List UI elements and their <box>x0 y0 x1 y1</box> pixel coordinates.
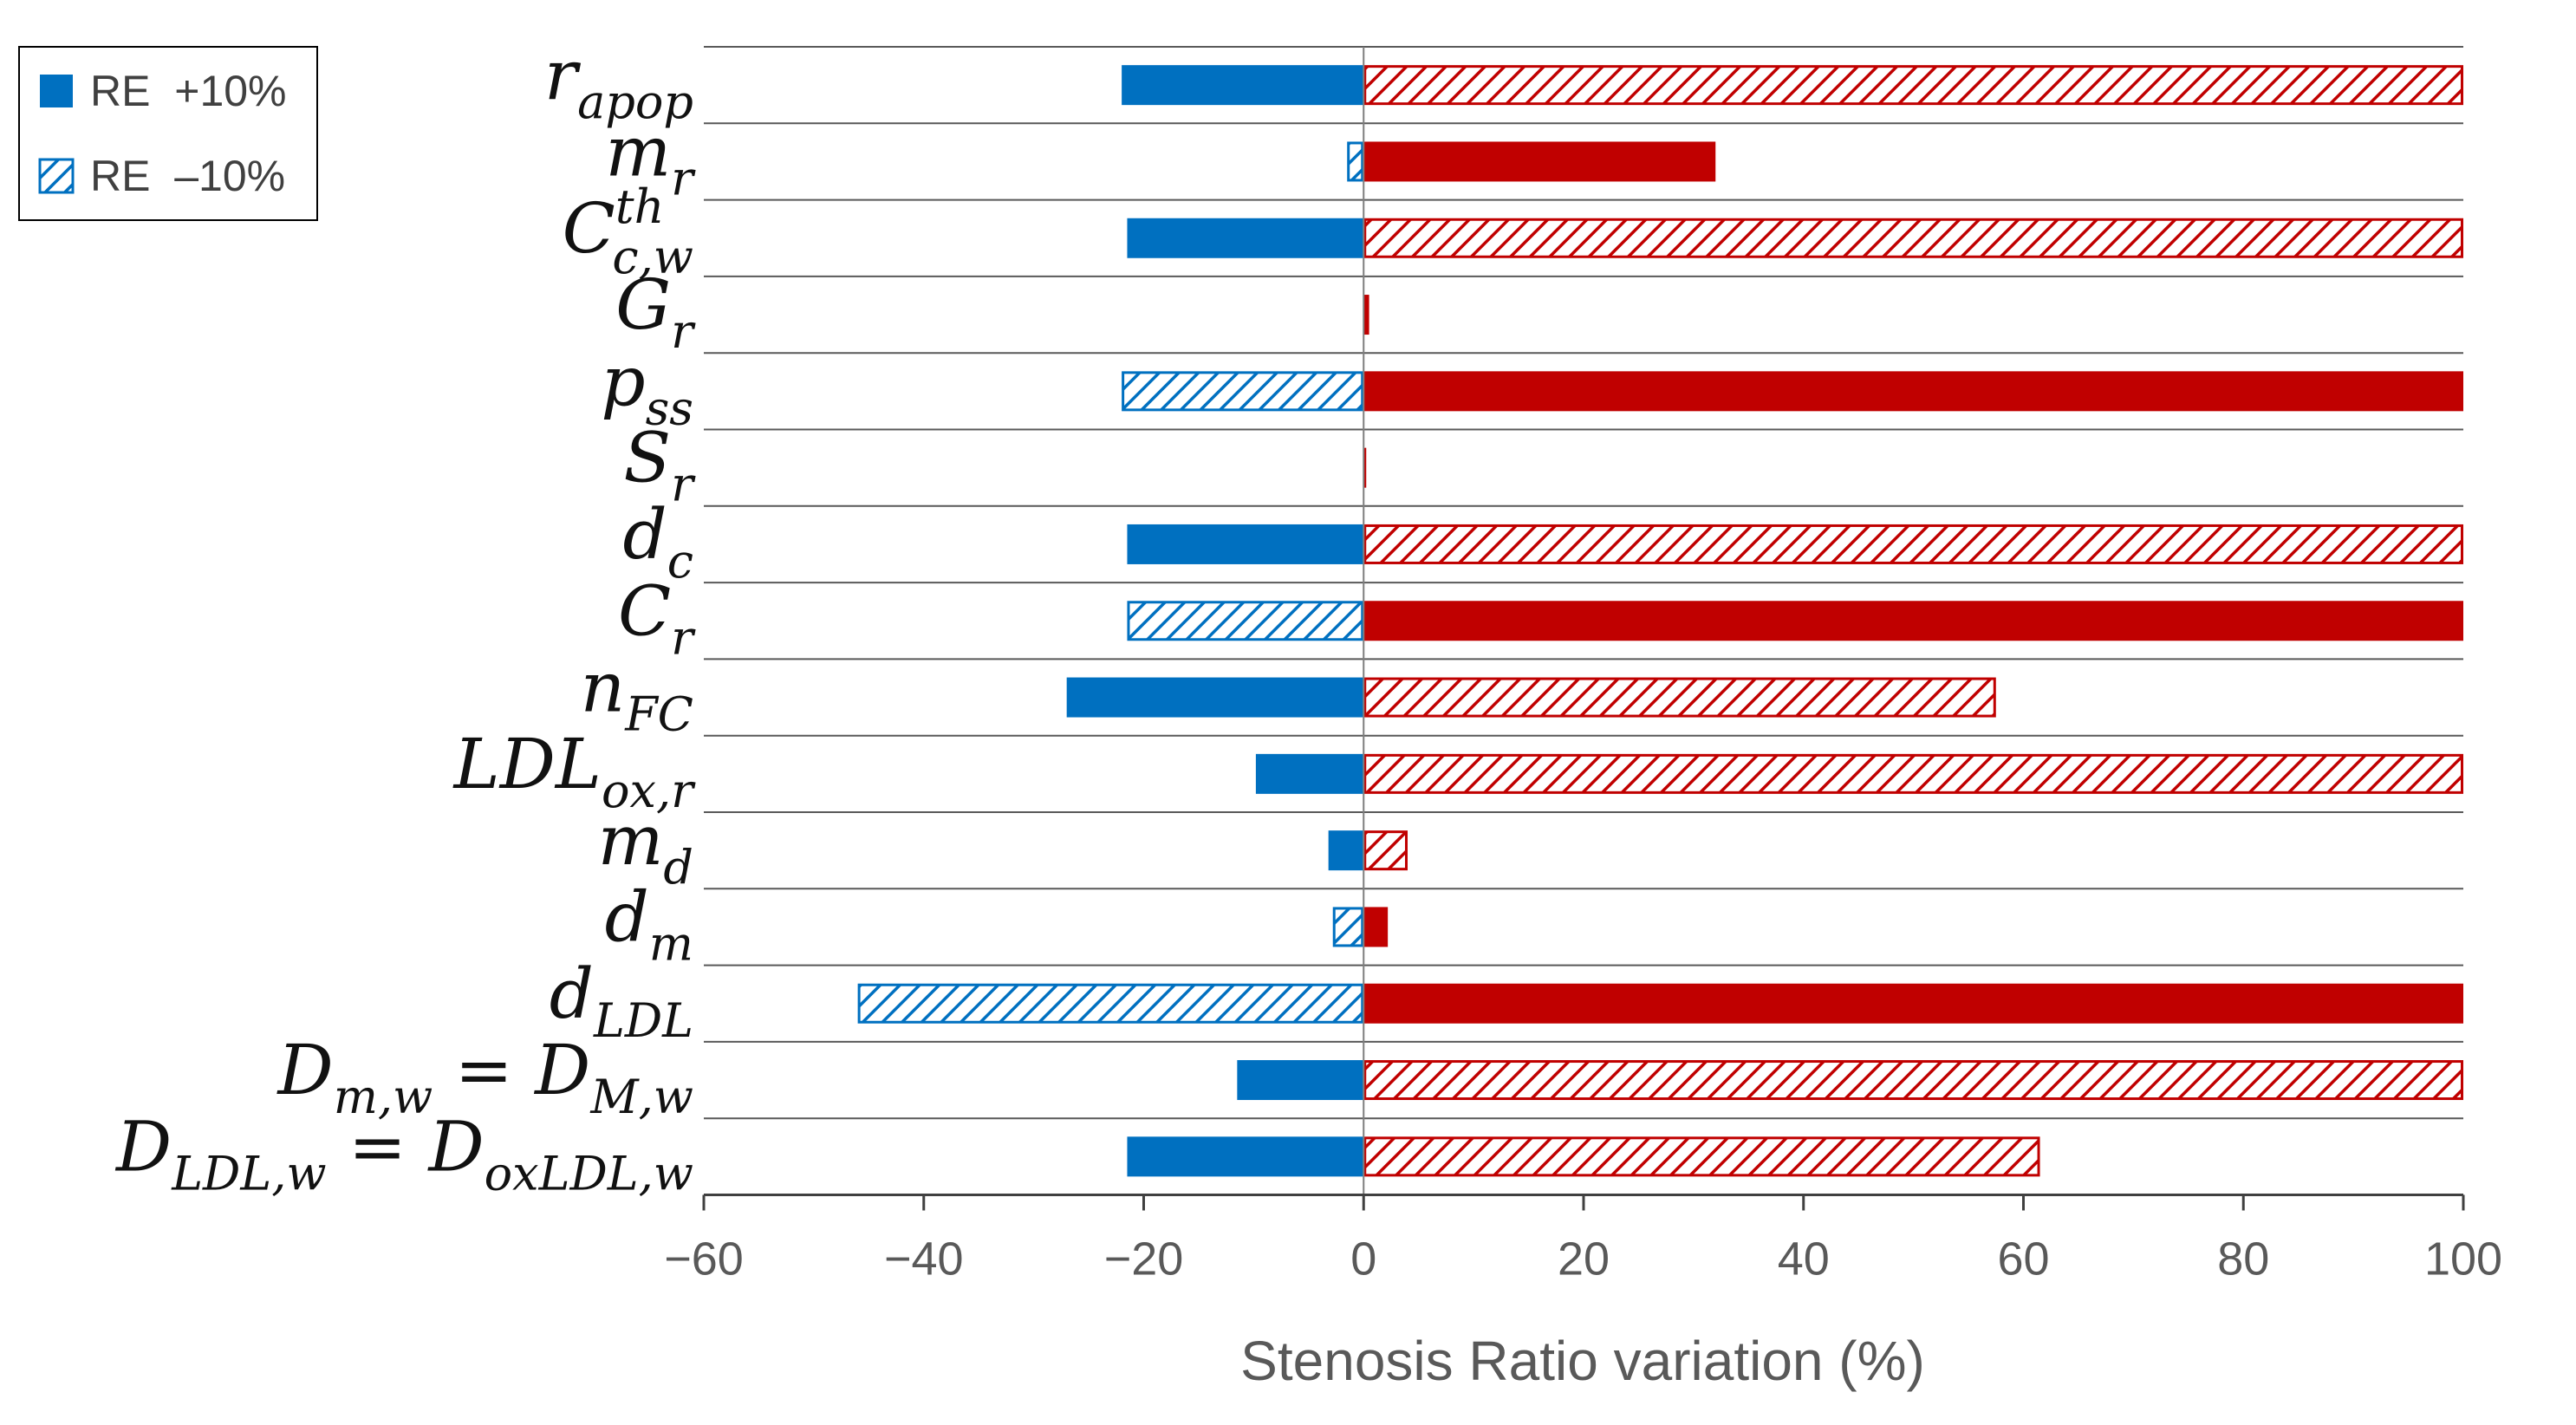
category-label-10: md <box>598 800 693 895</box>
category-label-1: mr <box>605 111 696 205</box>
category-label-2: Cth c,w <box>563 179 693 284</box>
bar-plus10-12 <box>1363 983 2463 1024</box>
x-tick-label: 40 <box>1778 1233 1830 1285</box>
bar-plus10-3 <box>1363 295 1369 335</box>
bar-plus10-6 <box>1127 524 1364 564</box>
x-axis: −60 −40 −20 0 20 40 60 80 100 <box>664 1194 2502 1285</box>
bar-minus10-11 <box>1332 907 1364 947</box>
bar-minus10-2 <box>1363 218 2463 258</box>
x-tick-label: 100 <box>2424 1233 2502 1285</box>
bar-plus10-11 <box>1363 907 1389 947</box>
bar-minus10-9 <box>1363 753 2463 794</box>
bar-plus10-5 <box>1363 447 1367 488</box>
x-tick-label: −60 <box>664 1233 744 1285</box>
gridlines <box>704 46 2463 1120</box>
legend-swatch-plus10 <box>40 75 73 107</box>
legend-swatch-minus10 <box>38 158 75 194</box>
legend-label-minus10: RE –10% <box>90 152 285 200</box>
x-axis-title: Stenosis Ratio variation (%) <box>1240 1330 1925 1392</box>
x-tick-label: 60 <box>1997 1233 2049 1285</box>
category-label-6: dc <box>623 494 693 589</box>
bar-plus10-14 <box>1127 1136 1364 1177</box>
x-tick-label: −20 <box>1104 1233 1184 1285</box>
bar-minus10-6 <box>1363 524 2463 564</box>
bar-minus10-7 <box>1127 601 1364 641</box>
category-label-11: dm <box>605 876 693 971</box>
category-label-5: Sr <box>623 418 696 512</box>
bar-minus10-0 <box>1363 65 2463 106</box>
bar-minus10-14 <box>1363 1136 2040 1177</box>
x-tick-label: 20 <box>1558 1233 1610 1285</box>
category-label-9: LDLox,r <box>452 724 697 818</box>
bar-plus10-8 <box>1066 677 1364 718</box>
x-tick-label: −40 <box>884 1233 964 1285</box>
category-label-0: rapop <box>544 35 693 129</box>
bar-minus10-10 <box>1363 830 1408 871</box>
bar-minus10-1 <box>1347 141 1364 182</box>
category-label-14: DLDL,w = DoxLDL,w <box>114 1106 693 1201</box>
category-label-12: dLDL <box>550 953 693 1048</box>
category-label-13: Dm,w = DM,w <box>276 1030 693 1124</box>
bar-minus10-8 <box>1363 677 1996 718</box>
legend: RE +10% RE –10% <box>18 46 318 221</box>
bar-plus10-9 <box>1255 753 1364 794</box>
legend-label-plus10: RE +10% <box>90 67 287 115</box>
bar-plus10-10 <box>1328 830 1364 871</box>
category-label-4: pss <box>601 341 693 435</box>
x-tick-label: 0 <box>1350 1233 1376 1285</box>
bar-minus10-12 <box>857 983 1364 1024</box>
category-label-3: Gr <box>615 264 696 359</box>
bar-plus10-13 <box>1237 1060 1364 1101</box>
x-tick-label: 80 <box>2217 1233 2269 1285</box>
bar-minus10-4 <box>1122 371 1364 412</box>
bar-plus10-2 <box>1127 218 1364 258</box>
bars <box>857 65 2463 1177</box>
bar-plus10-0 <box>1122 65 1364 106</box>
bar-plus10-7 <box>1363 601 2463 641</box>
category-label-8: nFC <box>581 647 693 742</box>
bar-minus10-13 <box>1363 1060 2463 1101</box>
bar-plus10-1 <box>1363 141 1716 182</box>
category-label-7: Cr <box>618 570 696 665</box>
bar-plus10-4 <box>1363 371 2463 412</box>
